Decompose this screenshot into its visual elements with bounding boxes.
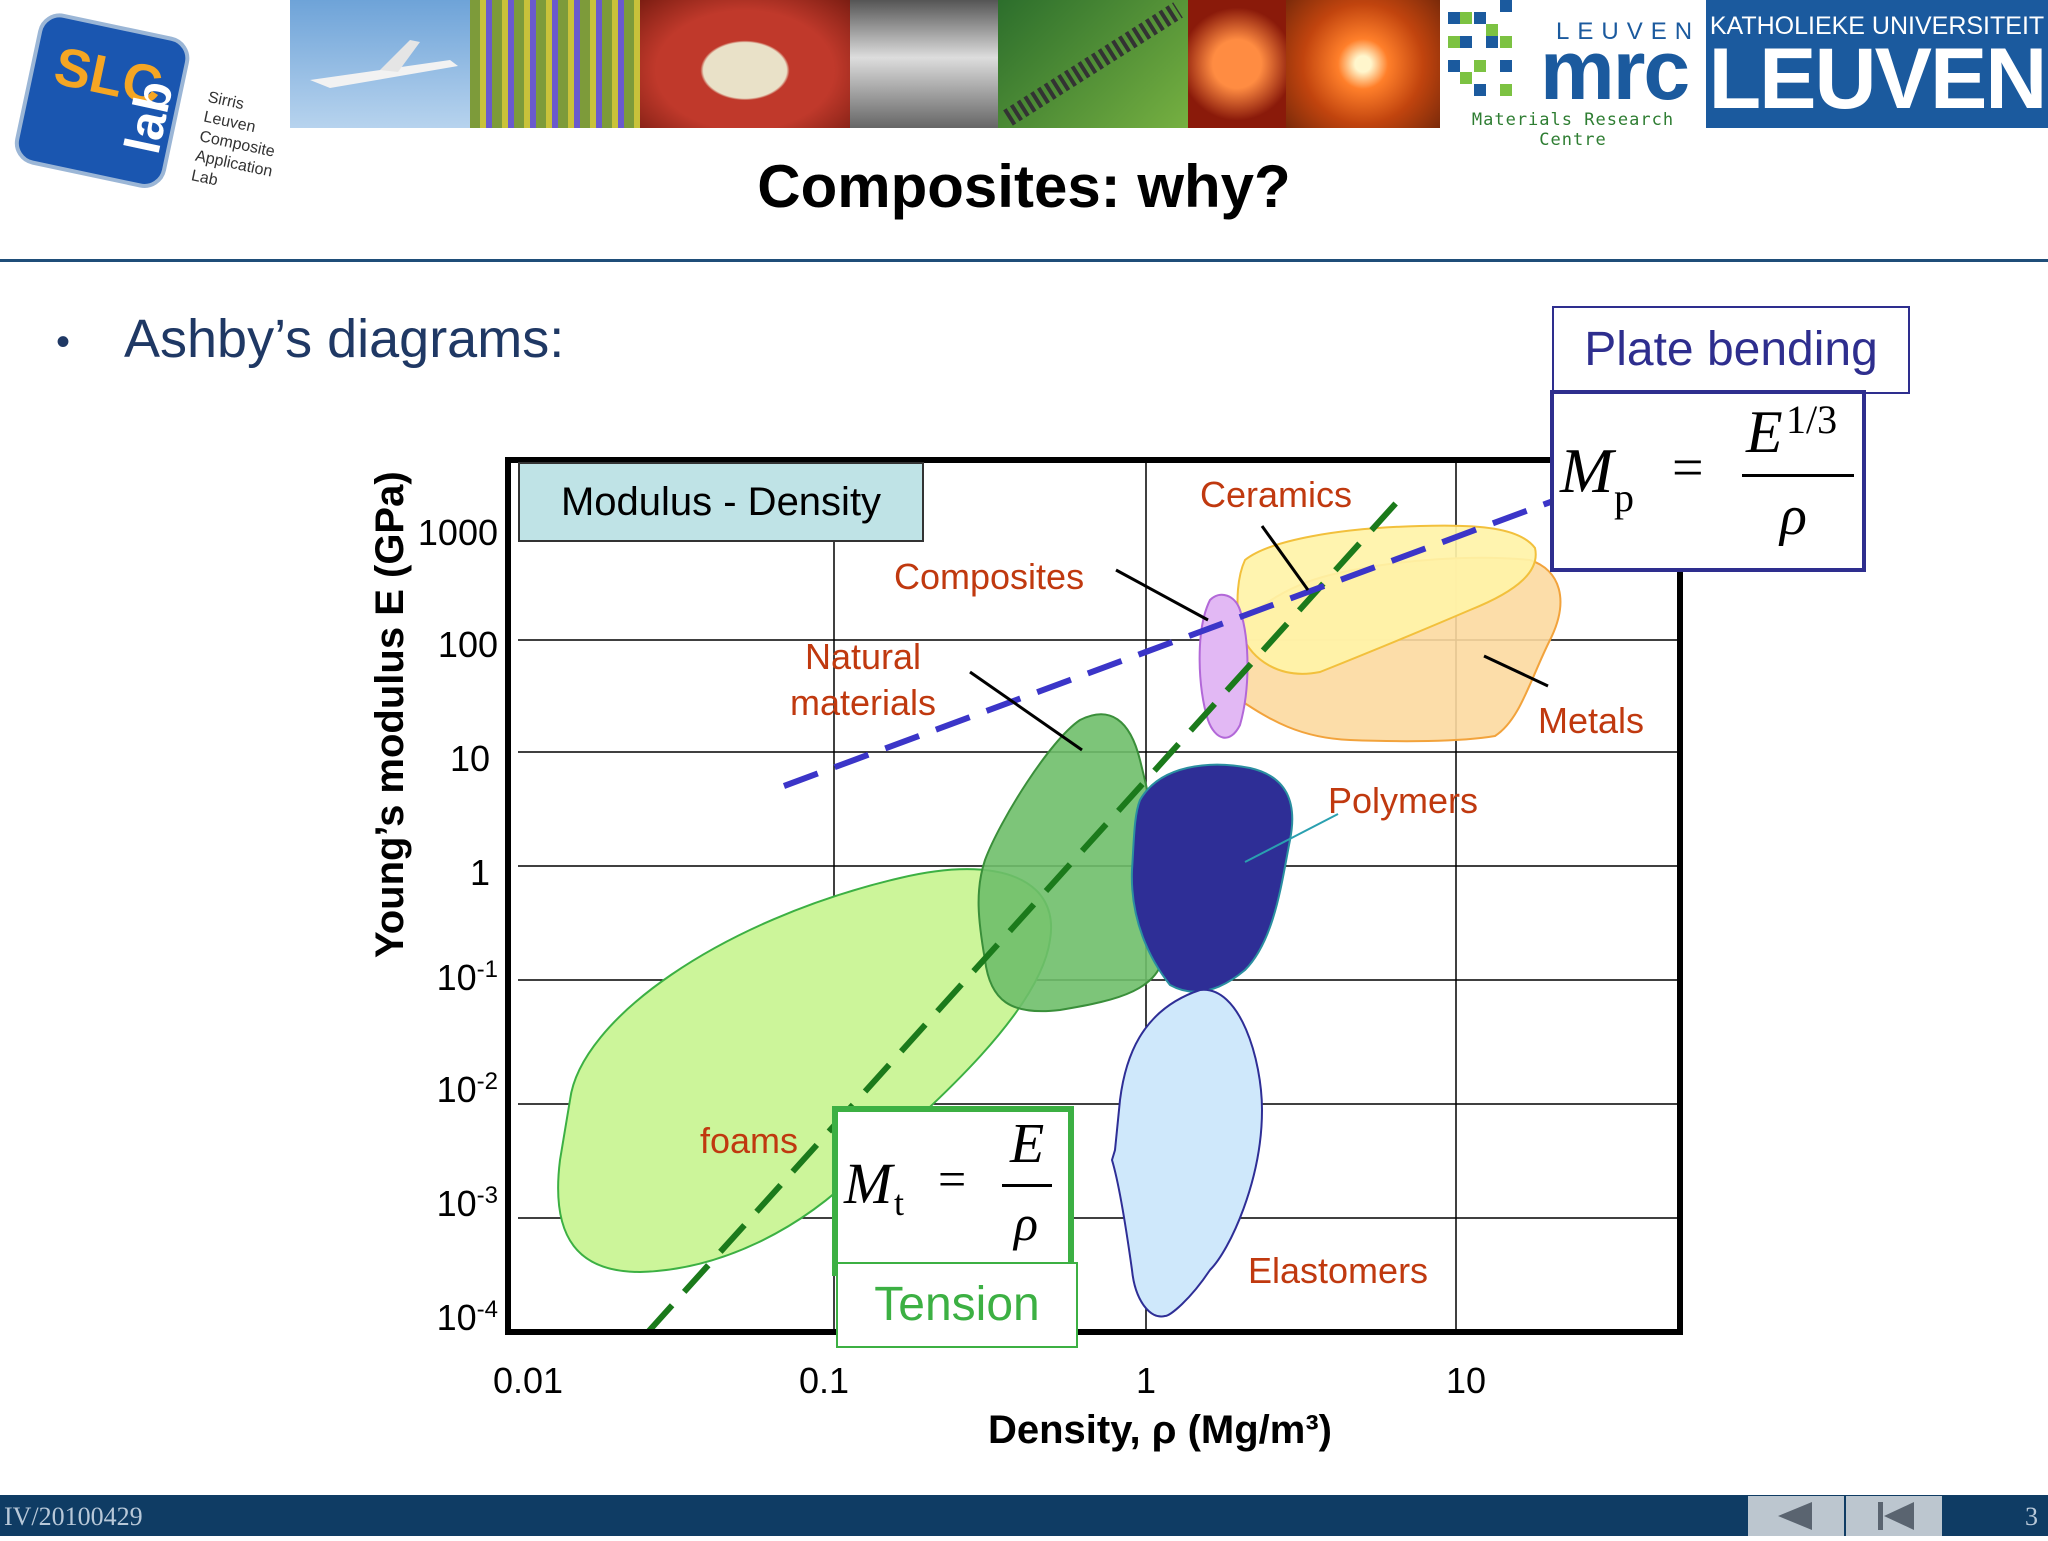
x-tick-label: 0.1 <box>798 1360 850 1401</box>
slide-title: Composites: why? <box>757 153 1291 220</box>
nanotube-photo <box>998 0 1188 128</box>
plot-frame <box>505 457 1683 1335</box>
machine-photo <box>850 0 998 128</box>
x-tick-label: 0.01 <box>492 1360 564 1401</box>
laser-photo <box>1286 0 1440 128</box>
y-tick-label: 10-2 <box>436 1068 498 1110</box>
footer-bar <box>0 1495 2048 1536</box>
circuit-photo <box>470 0 640 128</box>
plate-bending-formula: M p = E 1/3 ρ <box>1550 390 1866 572</box>
page-number: 3 <box>2025 1502 2038 1531</box>
first-slide-button[interactable] <box>1846 1496 1942 1536</box>
implant-photo <box>640 0 850 128</box>
header-banner-photos <box>290 0 1440 128</box>
leader-lines <box>969 525 1549 752</box>
skip-back-icon <box>1878 1502 1914 1530</box>
region-foams <box>557 868 1053 1274</box>
plate-bending-guide-line <box>782 497 1558 789</box>
x-axis-title: Density, ρ (Mg/m³) <box>987 1408 1332 1452</box>
header-divider <box>0 259 2048 262</box>
ku-leuven-logo: KATHOLIEKE UNIVERSITEIT LEUVEN <box>1706 0 2048 128</box>
plate-bending-label: Plate bending <box>1552 306 1910 394</box>
mrc-leuven-text: LEUVEN <box>1556 18 1701 45</box>
y-tick-label: 1000 <box>417 512 498 553</box>
x-tick-label: 10 <box>1445 1360 1487 1401</box>
region-elastomers <box>1110 988 1264 1318</box>
bullet-item: • Ashby’s diagrams: <box>56 308 564 370</box>
previous-slide-button[interactable] <box>1748 1496 1844 1536</box>
bullet-text: Ashby’s diagrams: <box>124 309 565 369</box>
y-tick-label: 10-1 <box>436 956 498 998</box>
footer-date: IV/20100429 <box>4 1502 143 1531</box>
y-tick-label: 1 <box>469 852 490 893</box>
mrc-text: mrc <box>1540 23 1690 117</box>
polymers-leader-line <box>1244 813 1339 863</box>
label-metals: Metals <box>1538 700 1645 741</box>
y-tick-label: 10-3 <box>436 1182 498 1224</box>
tension-formula: M t = E ρ <box>832 1106 1074 1276</box>
furnace-photo <box>1188 0 1286 128</box>
y-tick-label: 100 <box>437 624 498 665</box>
label-composites: Composites <box>894 556 1085 597</box>
x-tick-label: 1 <box>1135 1360 1157 1401</box>
y-tick-label: 10 <box>449 738 490 779</box>
label-ceramics: Ceramics <box>1200 474 1353 515</box>
chart-title: Modulus - Density <box>518 462 924 542</box>
label-natural-materials: Natural materials <box>790 636 937 723</box>
airplane-photo <box>290 0 470 128</box>
y-axis-title: Young’s modulus E (GPa) <box>368 471 412 958</box>
tension-label: Tension <box>836 1262 1078 1348</box>
region-polymers <box>1130 763 1294 993</box>
label-foams: foams <box>700 1120 799 1161</box>
label-polymers: Polymers <box>1328 780 1479 821</box>
mrc-logo <box>1440 0 1706 128</box>
triangle-left-icon <box>1778 1502 1812 1530</box>
tension-guide-line <box>645 489 1409 1335</box>
slc-lab-logo: SLC lab <box>8 6 218 206</box>
y-tick-label: 10-4 <box>436 1296 498 1338</box>
bullet-marker: • <box>56 320 71 365</box>
label-elastomers: Elastomers <box>1248 1250 1429 1291</box>
mrc-subtitle: Materials Research Centre <box>1471 110 1675 150</box>
